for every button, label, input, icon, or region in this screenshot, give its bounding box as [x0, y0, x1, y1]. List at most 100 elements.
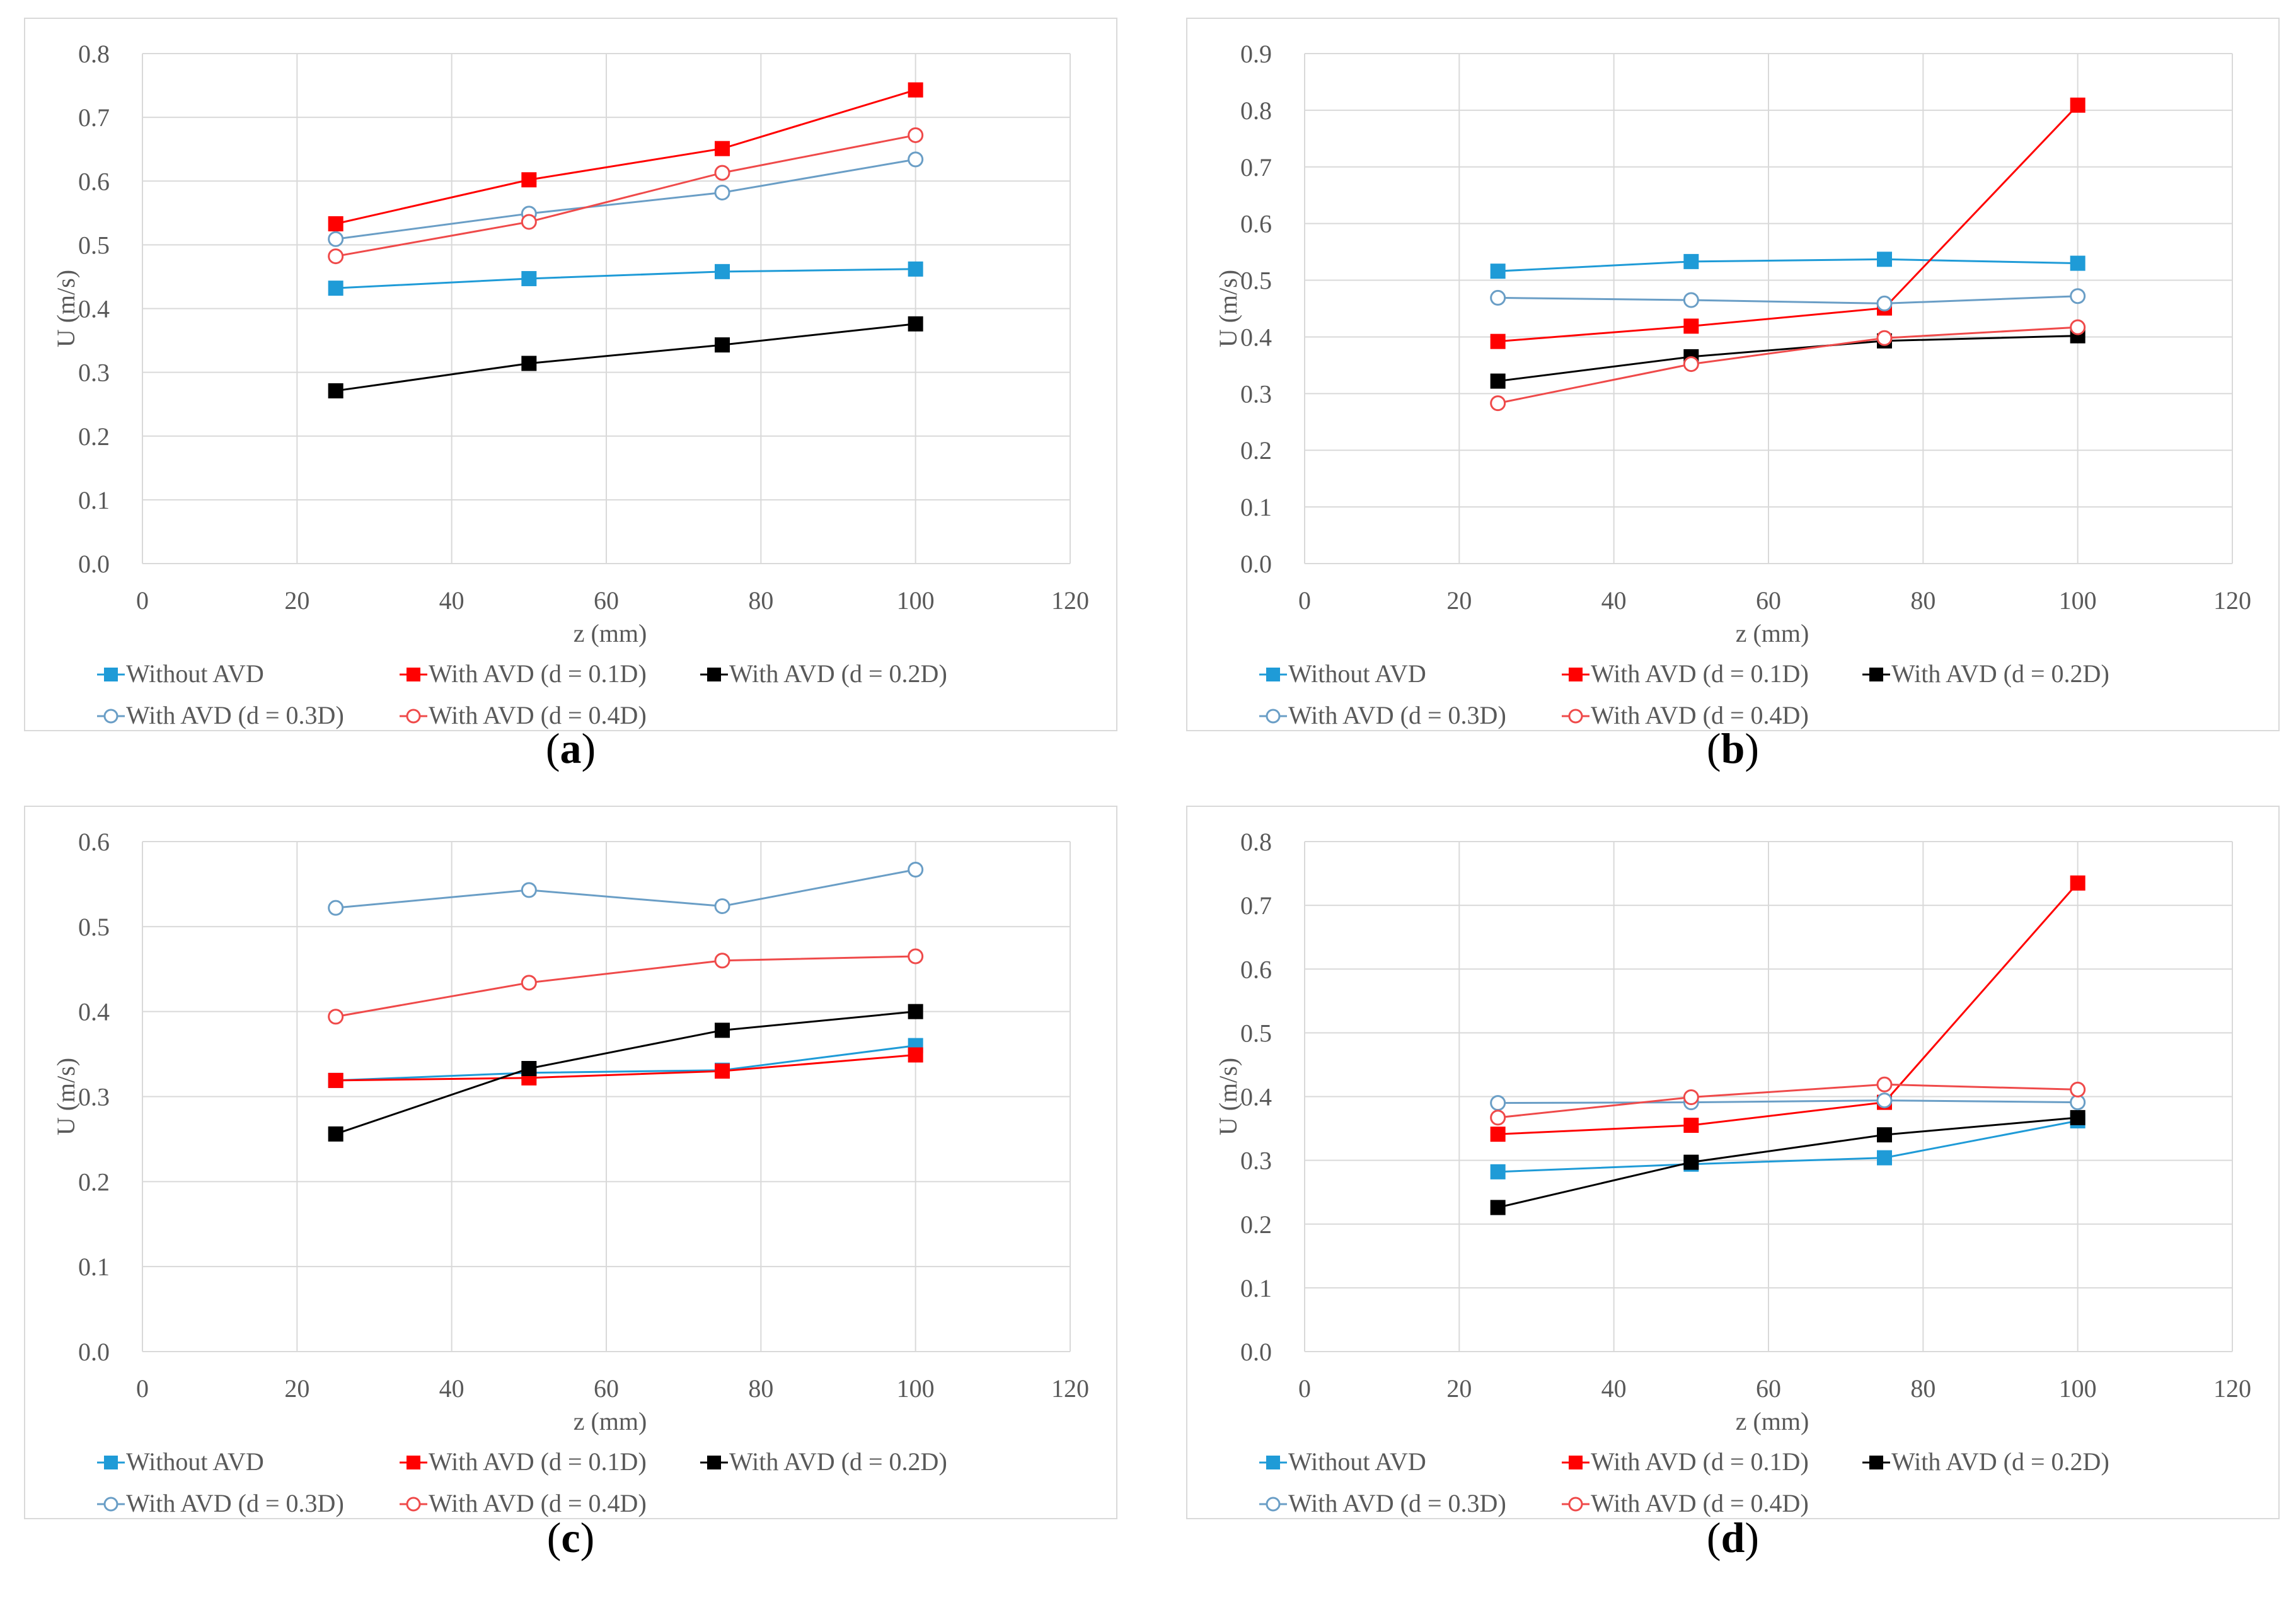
y-tick-label: 0.8 — [1240, 828, 1272, 856]
data-point — [908, 861, 924, 878]
data-point — [328, 383, 343, 398]
caption-letter: a — [560, 724, 582, 772]
caption-paren-open: ( — [545, 724, 560, 772]
legend-item: Without AVD — [97, 659, 264, 688]
x-tick-label: 20 — [284, 586, 309, 615]
legend-label: With AVD (d = 0.3D) — [1288, 1489, 1506, 1517]
x-tick-label: 40 — [439, 586, 464, 615]
series-5 — [328, 127, 924, 265]
y-axis-label: U (m/s) — [1214, 270, 1242, 347]
x-tick-label: 80 — [1910, 1374, 1935, 1403]
x-tick-label: 120 — [2213, 586, 2251, 615]
data-point — [908, 1004, 923, 1019]
data-point — [1490, 289, 1506, 306]
legend-label: With AVD (d = 0.2D) — [1891, 1447, 2109, 1476]
chart-panel-d: 0.0 0.1 0.2 0.3 0.4 0.5 0.6 0.7 0.8 0 20 40 60 80 100 1… — [1186, 806, 2280, 1519]
legend-item: With AVD (d = 0.2D) — [1862, 659, 2109, 688]
caption-paren-close: ) — [581, 724, 596, 772]
x-tick-label: 20 — [1446, 1374, 1472, 1403]
data-point — [1876, 330, 1893, 346]
series-line — [335, 89, 916, 225]
data-point — [328, 1009, 344, 1025]
y-tick-label: 0.6 — [1240, 955, 1272, 983]
y-tick-label: 0.7 — [1240, 891, 1272, 920]
x-tick-label: 0 — [1298, 586, 1311, 615]
x-tick-label: 40 — [1601, 586, 1627, 615]
chart-panel-b: 0.0 0.1 0.2 0.3 0.4 0.5 0.6 0.7 0.8 0.9 0 20 40 60 80 1… — [1186, 18, 2280, 731]
legend-item: Without AVD — [97, 1447, 264, 1476]
y-tick-label: 0.5 — [78, 231, 110, 259]
series-line — [335, 955, 916, 1018]
panel-caption: (a) — [476, 724, 666, 774]
legend-item: With AVD (d = 0.3D) — [1259, 1489, 1506, 1517]
series-line — [335, 1053, 916, 1082]
legend-label: With AVD (d = 0.1D) — [429, 659, 647, 688]
y-tick-label: 0.1 — [78, 486, 110, 514]
data-point — [1877, 1127, 1892, 1143]
legend-item: With AVD (d = 0.1D) — [1562, 1447, 1809, 1476]
series-1 — [1490, 252, 2085, 279]
legend-item: Without AVD — [1259, 659, 1426, 688]
data-point — [715, 1023, 730, 1038]
legend-marker — [1569, 1456, 1583, 1469]
chart-border — [1186, 18, 2280, 731]
legend: Without AVD With AVD (d = 0.1D) With AVD (… — [97, 1447, 947, 1517]
legend-label: With AVD (d = 0.1D) — [429, 1447, 647, 1476]
chart-svg-d: 0.0 0.1 0.2 0.3 0.4 0.5 0.6 0.7 0.8 0 20 40 60 80 100 1… — [1186, 806, 2280, 1519]
data-point — [1683, 292, 1699, 308]
legend-item: With AVD (d = 0.4D) — [400, 701, 647, 729]
data-point — [1490, 264, 1506, 279]
y-tick-label: 0.4 — [1240, 323, 1272, 351]
y-tick-label: 0.0 — [1240, 1338, 1272, 1366]
legend-label: With AVD (d = 0.3D) — [1288, 701, 1506, 729]
legend-label: With AVD (d = 0.1D) — [1591, 659, 1809, 688]
x-tick-label: 80 — [748, 586, 773, 615]
series-4 — [328, 861, 924, 916]
chart-svg-a: 0.0 0.1 0.2 0.3 0.4 0.5 0.6 0.7 0.8 0 20 40 60 80 100 1… — [24, 18, 1117, 731]
y-tick-label: 0.2 — [1240, 1210, 1272, 1239]
data-point — [2070, 875, 2085, 891]
data-point — [328, 216, 343, 232]
y-axis-label: U (m/s) — [52, 1058, 80, 1135]
x-tick-label: 20 — [1446, 586, 1472, 615]
data-point — [714, 165, 730, 181]
y-tick-label: 0.6 — [78, 167, 110, 195]
x-tick-label: 80 — [748, 1374, 773, 1403]
y-tick-label: 0.6 — [1240, 210, 1272, 238]
y-tick-label: 0.0 — [1240, 550, 1272, 578]
series-3 — [328, 316, 923, 398]
x-tick-label: 60 — [1756, 1374, 1781, 1403]
legend-marker — [103, 709, 118, 724]
data-point — [521, 882, 537, 898]
legend: Without AVD With AVD (d = 0.1D) With AVD (… — [1259, 659, 2109, 729]
legend-label: With AVD (d = 0.4D) — [1591, 701, 1809, 729]
y-tick-label: 0.8 — [78, 40, 110, 68]
legend-label: With AVD (d = 0.3D) — [126, 701, 344, 729]
x-tick-label: 0 — [136, 1374, 149, 1403]
data-point — [908, 261, 923, 277]
series-1 — [328, 261, 923, 296]
legend-label: With AVD (d = 0.4D) — [1591, 1489, 1809, 1517]
panel-caption: (b) — [1639, 724, 1828, 774]
x-tick-label: 40 — [1601, 1374, 1627, 1403]
series-line — [335, 1045, 916, 1082]
x-axis-label: z (mm) — [1736, 619, 1809, 647]
data-point — [2070, 1081, 2086, 1098]
legend-label: With AVD (d = 0.2D) — [729, 659, 947, 688]
data-point — [328, 281, 343, 296]
y-axis-label: U (m/s) — [52, 270, 80, 347]
data-point — [328, 248, 344, 265]
y-tick-label: 0.3 — [78, 359, 110, 387]
data-point — [714, 184, 730, 200]
data-point — [1490, 333, 1506, 349]
series-line — [1497, 1099, 2078, 1104]
data-point — [715, 1063, 730, 1079]
data-point — [715, 264, 730, 279]
x-tick-label: 100 — [2059, 586, 2097, 615]
y-tick-label: 0.2 — [78, 422, 110, 451]
legend-marker — [707, 668, 721, 681]
data-point — [1490, 1095, 1506, 1111]
x-tick-label: 0 — [1298, 1374, 1311, 1403]
data-point — [1683, 1118, 1699, 1133]
chart-panel-c: 0.0 0.1 0.2 0.3 0.4 0.5 0.6 0 20 40 60 80 100 120 z (m… — [24, 806, 1117, 1519]
